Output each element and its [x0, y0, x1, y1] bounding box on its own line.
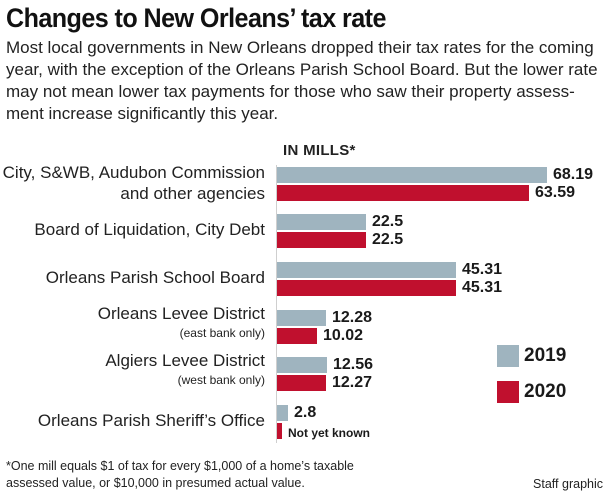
category-label: Orleans Levee District [97, 304, 265, 323]
intro-line: Most local governments in New Orleans dr… [6, 38, 594, 57]
category-label: Orleans Parish Sheriff’s Office [37, 411, 265, 430]
value-label-2020: 45.31 [462, 279, 503, 296]
value-label-2019: 12.28 [332, 309, 373, 326]
bar-2020 [277, 423, 282, 439]
legend-label-2019: 2019 [524, 345, 567, 366]
value-label-2020: 12.27 [332, 374, 373, 391]
category-note: (west bank only) [177, 373, 265, 387]
bar-2019 [277, 310, 326, 326]
value-label-2019: 22.5 [372, 213, 404, 230]
category-label: and other agencies [120, 184, 265, 203]
bar-2019 [277, 405, 288, 421]
bar-2019 [277, 214, 366, 230]
bar-2020 [277, 280, 456, 296]
intro-text: Most local governments in New Orleans dr… [6, 37, 602, 125]
category-label: Board of Liquidation, City Debt [34, 220, 265, 239]
bar-2020 [277, 185, 529, 201]
bar-2020 [277, 232, 366, 248]
value-label-2020: 10.02 [323, 327, 364, 344]
value-label-2020: Not yet known [288, 426, 371, 440]
bar-2019 [277, 262, 456, 278]
bar-2019 [277, 167, 547, 183]
legend-swatch-2019 [497, 345, 519, 367]
legend-label-2020: 2020 [524, 381, 567, 402]
category-label: Algiers Levee District [105, 351, 265, 370]
value-label-2020: 63.59 [535, 184, 576, 201]
intro-line: ment increase significantly this year. [6, 104, 279, 123]
chart-title: Changes to New Orleans’ tax rate [6, 3, 386, 33]
category-note: (east bank only) [179, 326, 265, 340]
intro-line: year, with the exception of the Orleans … [6, 60, 598, 79]
bar-2020 [277, 328, 317, 344]
bar-2020 [277, 375, 326, 391]
footnote-line: *One mill equals $1 of tax for every $1,… [6, 459, 354, 473]
legend-swatch-2020 [497, 381, 519, 403]
category-label: Orleans Parish School Board [45, 268, 265, 287]
units-label: IN MILLS* [283, 142, 356, 159]
bar-2019 [277, 357, 327, 373]
axis-baseline [276, 165, 277, 443]
footnote-line: assessed value, or $10,000 in presumed a… [6, 476, 305, 490]
value-label-2020: 22.5 [372, 231, 404, 248]
category-label: City, S&WB, Audubon Commission [2, 163, 265, 182]
credit: Staff graphic [533, 477, 603, 491]
value-label-2019: 68.19 [553, 166, 594, 183]
value-label-2019: 2.8 [294, 404, 317, 421]
value-label-2019: 12.56 [333, 356, 374, 373]
intro-line: may not mean lower tax payments for thos… [6, 82, 575, 101]
value-label-2019: 45.31 [462, 261, 503, 278]
footnote: *One mill equals $1 of tax for every $1,… [6, 458, 354, 492]
